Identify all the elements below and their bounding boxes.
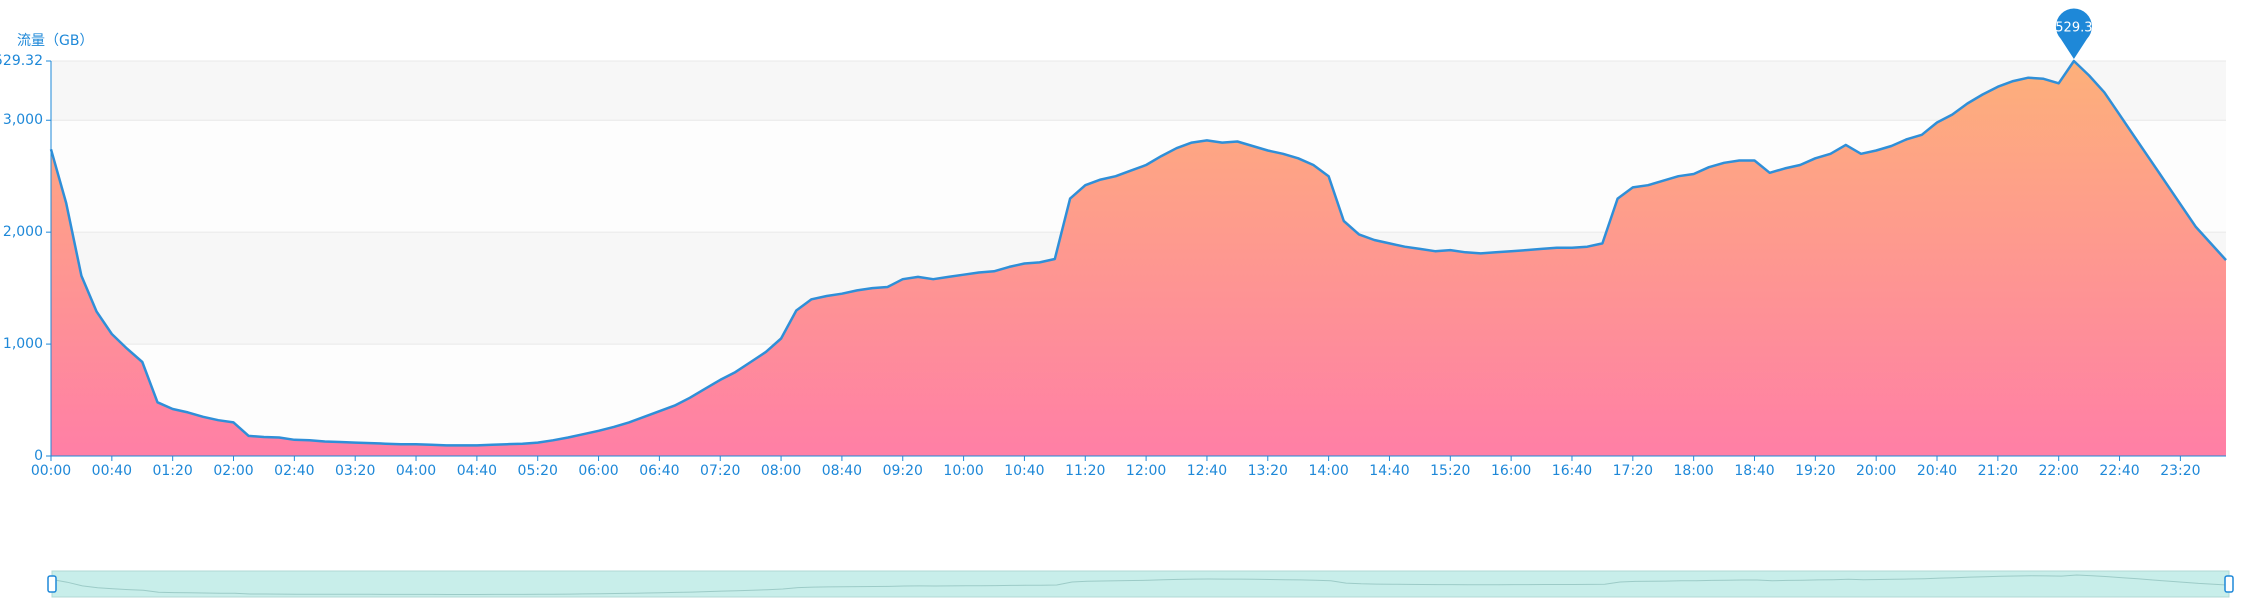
zoom-handle[interactable] xyxy=(47,575,57,593)
x-tick-label: 05:20 xyxy=(518,463,558,479)
x-tick-label: 12:00 xyxy=(1126,463,1166,479)
x-tick-label: 01:20 xyxy=(152,463,192,479)
x-tick-label: 20:00 xyxy=(1856,463,1896,479)
y-tick-label: 3,000 xyxy=(3,112,43,128)
zoom-slider xyxy=(51,570,2230,598)
x-tick-label: 10:40 xyxy=(1004,463,1044,479)
x-tick-label: 07:20 xyxy=(700,463,740,479)
y-tick-label: 2,000 xyxy=(3,224,43,240)
x-tick-label: 04:00 xyxy=(396,463,436,479)
line xyxy=(49,59,2227,447)
x-tick-label: 09:20 xyxy=(883,463,923,479)
y-axis-title: 流量（GB） xyxy=(17,33,93,49)
x-tick-label: 13:20 xyxy=(1248,463,1288,479)
x-tick-label: 18:00 xyxy=(1673,463,1713,479)
x-tick-label: 04:40 xyxy=(457,463,497,479)
x-tick-label: 08:40 xyxy=(822,463,862,479)
x-tick-label: 00:40 xyxy=(92,463,132,479)
x-tick-label: 14:00 xyxy=(1308,463,1348,479)
max-label: 3529.32 xyxy=(2047,21,2101,36)
area xyxy=(51,61,2226,456)
x-tick-label: 00:00 xyxy=(31,463,71,479)
x-tick-label: 14:40 xyxy=(1369,463,1409,479)
x-tick-label: 12:40 xyxy=(1187,463,1227,479)
x-tick-label: 17:20 xyxy=(1613,463,1653,479)
x-tick-label: 16:00 xyxy=(1491,463,1531,479)
x-tick-label: 23:20 xyxy=(2160,463,2200,479)
x-tick-label: 10:00 xyxy=(943,463,983,479)
x-tick-label: 22:40 xyxy=(2099,463,2139,479)
x-tick-label: 08:00 xyxy=(761,463,801,479)
x-tick-label: 11:20 xyxy=(1065,463,1105,479)
x-tick-label: 18:40 xyxy=(1734,463,1774,479)
x-tick-label: 03:20 xyxy=(335,463,375,479)
y-tick-label: 0 xyxy=(34,448,43,464)
zoom-preview xyxy=(51,574,2230,595)
x-tick-label: 20:40 xyxy=(1917,463,1957,479)
x-tick-label: 15:20 xyxy=(1430,463,1470,479)
x-tick-label: 02:00 xyxy=(213,463,253,479)
x-tick-label: 02:40 xyxy=(274,463,314,479)
x-tick-label: 19:20 xyxy=(1795,463,1835,479)
x-tick-label: 16:40 xyxy=(1552,463,1592,479)
x-tick-label: 22:00 xyxy=(2039,463,2079,479)
y-tick-label: 1,000 xyxy=(3,336,43,352)
max-marker xyxy=(2055,8,2092,60)
zoom-handle[interactable] xyxy=(2224,575,2234,593)
split-area xyxy=(51,61,2226,121)
x-tick-label: 06:00 xyxy=(578,463,618,479)
x-tick-label: 06:40 xyxy=(639,463,679,479)
x-tick-label: 21:20 xyxy=(1978,463,2018,479)
y-tick-label: 3,529.32 xyxy=(0,53,43,69)
